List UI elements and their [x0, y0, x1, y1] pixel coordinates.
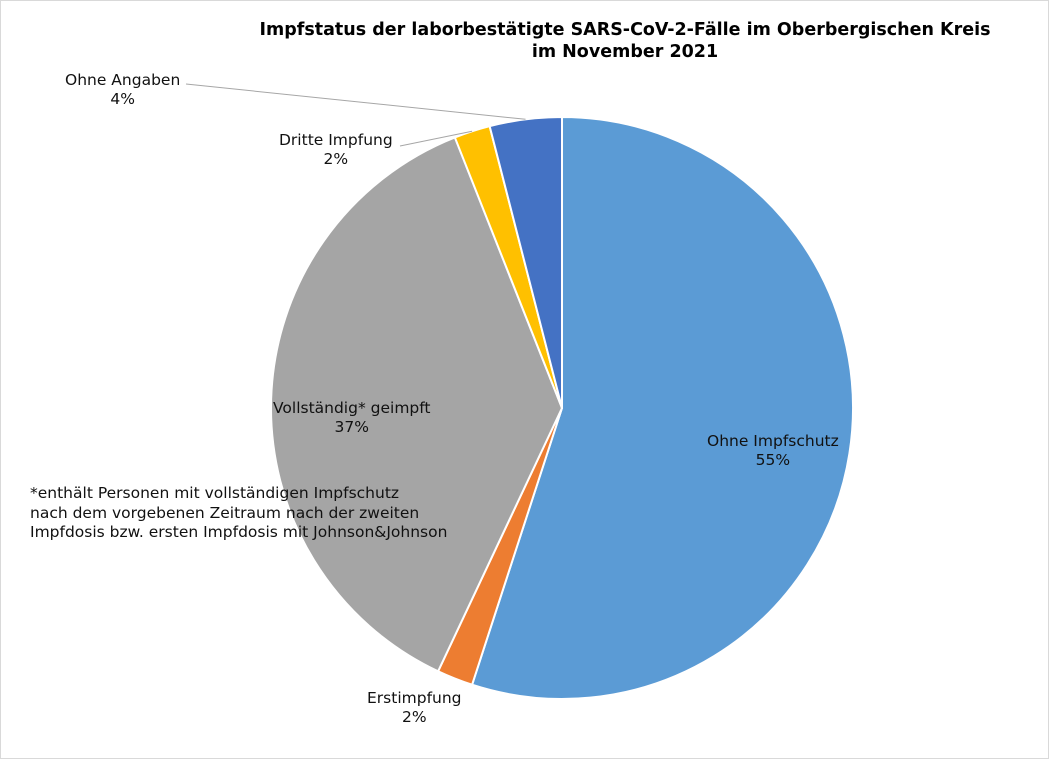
pie-slice-ohne-impfschutz	[471, 116, 854, 700]
slice-label-dritte-impfung: Dritte Impfung 2%	[279, 131, 393, 169]
footnote-line-1: *enthält Personen mit vollständigen Impf…	[30, 484, 400, 502]
slice-category-erstimpfung: Erstimpfung	[367, 689, 462, 707]
pie-slice-vollstaendig-geimpft	[270, 136, 563, 673]
leader-line-ohne-angaben	[185, 83, 526, 120]
pie-slices	[270, 116, 854, 700]
chart-title-line-2: im November 2021	[531, 42, 719, 62]
footnote-line-3: Impfdosis bzw. ersten Impfdosis mit John…	[30, 523, 448, 541]
leader-lines	[185, 83, 526, 147]
slice-category-ohne-angaben: Ohne Angaben	[65, 71, 181, 89]
slice-label-ohne-impfschutz: Ohne Impfschutz 55%	[707, 432, 839, 470]
slice-category-vollstaendig-geimpft: Vollständig* geimpft	[273, 399, 431, 417]
chart-title-line-1: Impfstatus der laborbestätigte SARS-CoV-…	[259, 20, 991, 40]
slice-value-erstimpfung: 2%	[401, 708, 427, 726]
slice-value-ohne-angaben: 4%	[110, 90, 135, 108]
leader-line-dritte-impfung	[399, 130, 473, 147]
slice-value-vollstaendig-geimpft: 37%	[334, 418, 369, 436]
slice-value-dritte-impfung: 2%	[323, 150, 349, 168]
slice-value-ohne-impfschutz: 55%	[755, 451, 791, 469]
chart-footnote: *enthält Personen mit vollständigen Impf…	[30, 484, 447, 543]
slice-label-erstimpfung: Erstimpfung 2%	[367, 689, 462, 727]
slice-label-ohne-angaben: Ohne Angaben 4%	[65, 71, 180, 109]
slice-label-vollstaendig-geimpft: Vollständig* geimpft 37%	[273, 399, 431, 437]
footnote-line-2: nach dem vorgebenen Zeitraum nach der zw…	[30, 503, 420, 522]
slice-category-ohne-impfschutz: Ohne Impfschutz	[707, 432, 839, 450]
slice-category-dritte-impfung: Dritte Impfung	[279, 131, 393, 149]
